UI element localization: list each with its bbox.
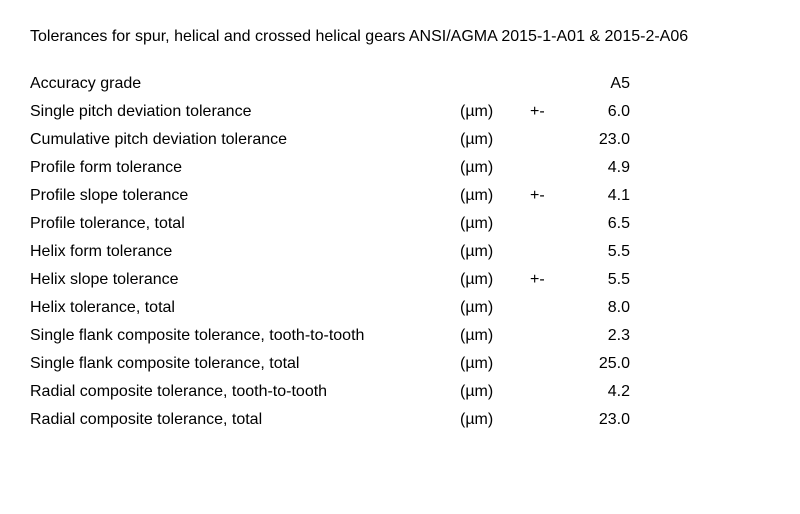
row-plusminus <box>530 210 570 238</box>
row-value: 5.5 <box>570 238 630 266</box>
row-unit <box>460 70 530 98</box>
row-label: Single flank composite tolerance, total <box>30 350 460 378</box>
row-unit: (µm) <box>460 238 530 266</box>
row-value: 23.0 <box>570 126 630 154</box>
table-row: Single flank composite tolerance, tooth-… <box>30 322 630 350</box>
row-value: 4.1 <box>570 182 630 210</box>
row-plusminus: +- <box>530 98 570 126</box>
row-unit: (µm) <box>460 266 530 294</box>
table-row: Accuracy grade A5 <box>30 70 630 98</box>
table-row: Profile form tolerance (µm) 4.9 <box>30 154 630 182</box>
row-plusminus <box>530 154 570 182</box>
row-unit: (µm) <box>460 378 530 406</box>
tolerances-table: Accuracy grade A5 Single pitch deviation… <box>30 70 630 434</box>
row-label: Helix slope tolerance <box>30 266 460 294</box>
table-row: Radial composite tolerance, tooth-to-too… <box>30 378 630 406</box>
table-row: Radial composite tolerance, total (µm) 2… <box>30 406 630 434</box>
row-unit: (µm) <box>460 294 530 322</box>
row-unit: (µm) <box>460 322 530 350</box>
row-unit: (µm) <box>460 126 530 154</box>
row-value: 2.3 <box>570 322 630 350</box>
table-row: Single flank composite tolerance, total … <box>30 350 630 378</box>
row-plusminus <box>530 406 570 434</box>
row-label: Single pitch deviation tolerance <box>30 98 460 126</box>
row-label: Profile slope tolerance <box>30 182 460 210</box>
tolerances-document: Tolerances for spur, helical and crossed… <box>0 0 800 434</box>
row-unit: (µm) <box>460 210 530 238</box>
row-value: 4.2 <box>570 378 630 406</box>
row-unit: (µm) <box>460 406 530 434</box>
row-plusminus <box>530 70 570 98</box>
row-value: 23.0 <box>570 406 630 434</box>
row-label: Profile tolerance, total <box>30 210 460 238</box>
row-unit: (µm) <box>460 182 530 210</box>
row-value: A5 <box>570 70 630 98</box>
row-label: Helix tolerance, total <box>30 294 460 322</box>
row-label: Accuracy grade <box>30 70 460 98</box>
row-plusminus: +- <box>530 266 570 294</box>
table-row: Helix tolerance, total (µm) 8.0 <box>30 294 630 322</box>
row-plusminus <box>530 126 570 154</box>
row-plusminus <box>530 350 570 378</box>
row-label: Profile form tolerance <box>30 154 460 182</box>
table-row: Helix slope tolerance (µm) +- 5.5 <box>30 266 630 294</box>
row-unit: (µm) <box>460 98 530 126</box>
row-plusminus <box>530 322 570 350</box>
row-unit: (µm) <box>460 350 530 378</box>
row-value: 5.5 <box>570 266 630 294</box>
row-label: Radial composite tolerance, tooth-to-too… <box>30 378 460 406</box>
table-row: Single pitch deviation tolerance (µm) +-… <box>30 98 630 126</box>
row-label: Radial composite tolerance, total <box>30 406 460 434</box>
row-value: 8.0 <box>570 294 630 322</box>
row-plusminus <box>530 378 570 406</box>
row-plusminus: +- <box>530 182 570 210</box>
table-row: Profile slope tolerance (µm) +- 4.1 <box>30 182 630 210</box>
table-row: Cumulative pitch deviation tolerance (µm… <box>30 126 630 154</box>
row-value: 6.0 <box>570 98 630 126</box>
row-label: Cumulative pitch deviation tolerance <box>30 126 460 154</box>
row-label: Single flank composite tolerance, tooth-… <box>30 322 460 350</box>
row-value: 4.9 <box>570 154 630 182</box>
row-value: 25.0 <box>570 350 630 378</box>
row-plusminus <box>530 294 570 322</box>
row-value: 6.5 <box>570 210 630 238</box>
row-label: Helix form tolerance <box>30 238 460 266</box>
table-row: Profile tolerance, total (µm) 6.5 <box>30 210 630 238</box>
row-plusminus <box>530 238 570 266</box>
row-unit: (µm) <box>460 154 530 182</box>
table-row: Helix form tolerance (µm) 5.5 <box>30 238 630 266</box>
document-title: Tolerances for spur, helical and crossed… <box>30 28 770 46</box>
